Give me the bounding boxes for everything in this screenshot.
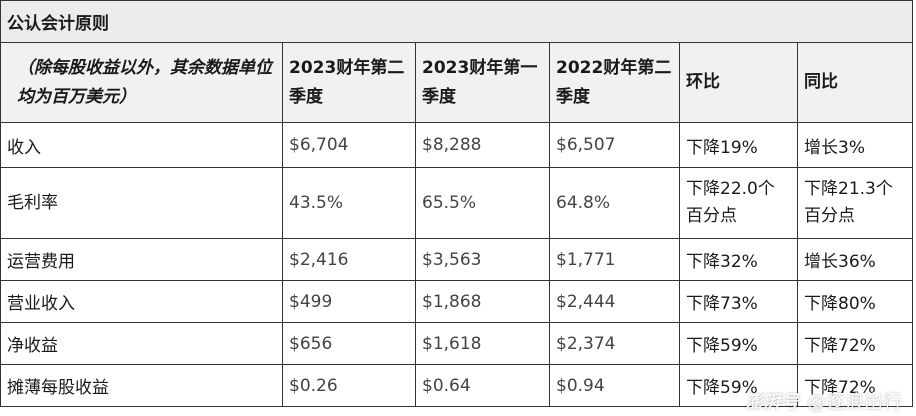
- cell-yoy: 增长3%: [796, 122, 914, 168]
- cell-q1-2023: $1,868: [415, 280, 550, 323]
- row-label: 营业收入: [0, 280, 283, 323]
- table-row: 净收益 $656 $1,618 $2,374 下降59% 下降72%: [0, 322, 914, 365]
- header-unit-note: （除每股收益以外，其余数据单位均为百万美元）: [0, 42, 283, 123]
- header-yoy: 同比: [796, 42, 914, 123]
- cell-qoq: 下降22.0个百分点: [679, 167, 798, 239]
- cell-yoy: 下降80%: [796, 280, 914, 323]
- cell-q2-2023: $499: [282, 280, 416, 323]
- cell-qoq: 下降32%: [679, 238, 798, 281]
- table-row: 摊薄每股收益 $0.26 $0.64 $0.94 下降59% 下降72%: [0, 364, 914, 407]
- row-label: 摊薄每股收益: [0, 364, 283, 407]
- watermark-account: @逐浪出行: [806, 391, 902, 413]
- cell-q2-2023: $2,416: [282, 238, 416, 281]
- cell-q2-2022: $2,444: [549, 280, 680, 323]
- row-label: 净收益: [0, 322, 283, 365]
- cell-qoq: 下降59%: [679, 322, 798, 365]
- cell-q2-2023: $0.26: [282, 364, 416, 407]
- cell-yoy: 下降72%: [796, 364, 914, 407]
- table-row: 毛利率 43.5% 65.5% 64.8% 下降22.0个百分点 下降21.3个…: [0, 167, 914, 239]
- table-title-row: 公认会计原则: [0, 0, 914, 43]
- table-row: 收入 $6,704 $8,288 $6,507 下降19% 增长3%: [0, 122, 914, 168]
- watermark-logo: 澎湃号: [744, 391, 799, 413]
- cell-q1-2023: 65.5%: [415, 167, 550, 239]
- table-row: 营业收入 $499 $1,868 $2,444 下降73% 下降80%: [0, 280, 914, 323]
- cell-qoq: 下降73%: [679, 280, 798, 323]
- row-label: 运营费用: [0, 238, 283, 281]
- cell-yoy: 下降72%: [796, 322, 914, 365]
- cell-q2-2023: $6,704: [282, 122, 416, 168]
- cell-q1-2023: $1,618: [415, 322, 550, 365]
- header-q1-2023: 2023财年第一季度: [415, 42, 550, 123]
- header-row: （除每股收益以外，其余数据单位均为百万美元） 2023财年第二季度 2023财年…: [0, 42, 914, 123]
- cell-yoy: 下降21.3个百分点: [796, 167, 914, 239]
- cell-q2-2023: 43.5%: [282, 167, 416, 239]
- cell-q2-2022: $2,374: [549, 322, 680, 365]
- header-qoq: 环比: [679, 42, 798, 123]
- row-label: 收入: [0, 122, 283, 168]
- cell-q2-2022: 64.8%: [549, 167, 680, 239]
- table-title: 公认会计原则: [0, 0, 914, 43]
- table-row: 运营费用 $2,416 $3,563 $1,771 下降32% 增长36%: [0, 238, 914, 281]
- cell-q2-2022: $0.94: [549, 364, 680, 407]
- watermark: 澎湃号 @逐浪出行: [745, 387, 902, 414]
- cell-q2-2022: $1,771: [549, 238, 680, 281]
- cell-qoq: 下降19%: [679, 122, 798, 168]
- header-q2-2023: 2023财年第二季度: [282, 42, 416, 123]
- cell-q1-2023: $3,563: [415, 238, 550, 281]
- cell-q2-2022: $6,507: [549, 122, 680, 168]
- gaap-financial-table: 公认会计原则 （除每股收益以外，其余数据单位均为百万美元） 2023财年第二季度…: [0, 0, 914, 407]
- cell-q1-2023: $0.64: [415, 364, 550, 407]
- header-q2-2022: 2022财年第二季度: [549, 42, 680, 123]
- row-label: 毛利率: [0, 167, 283, 239]
- cell-yoy: 增长36%: [796, 238, 914, 281]
- cell-q1-2023: $8,288: [415, 122, 550, 168]
- cell-q2-2023: $656: [282, 322, 416, 365]
